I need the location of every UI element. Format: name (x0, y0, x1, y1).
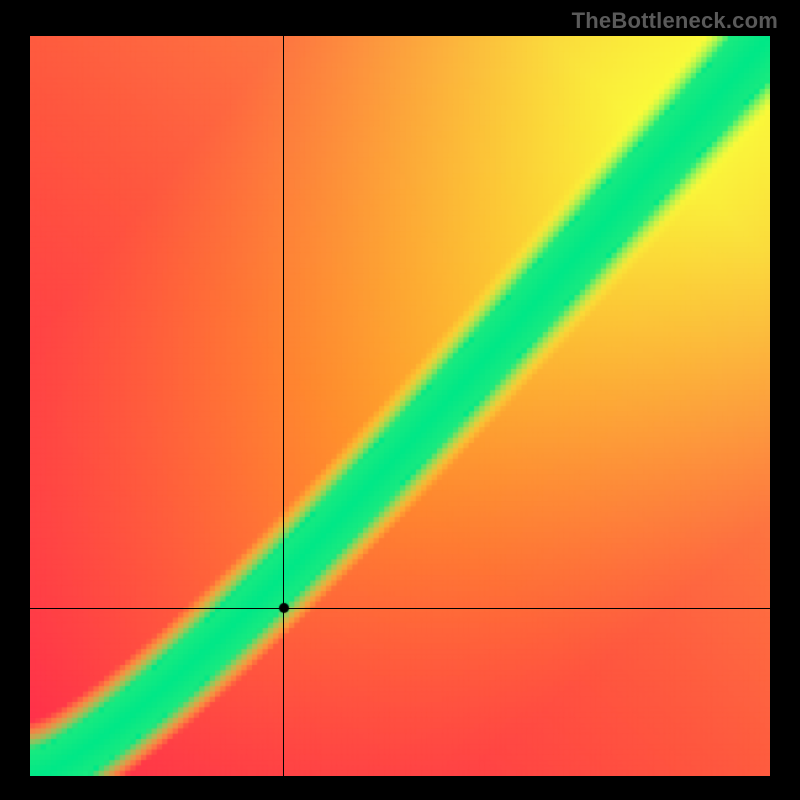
crosshair-marker (278, 602, 290, 614)
watermark-text: TheBottleneck.com (572, 8, 778, 34)
bottleneck-heatmap (30, 36, 770, 776)
crosshair-vertical (283, 36, 284, 776)
crosshair-horizontal (30, 608, 770, 609)
